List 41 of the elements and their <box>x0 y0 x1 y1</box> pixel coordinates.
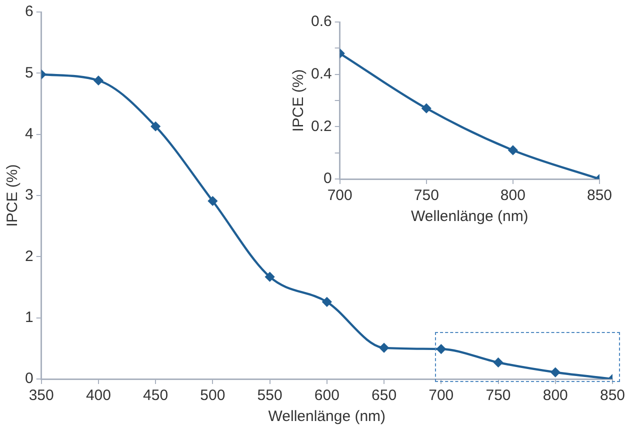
point <box>508 146 518 155</box>
y-tick-label: 0 <box>324 170 332 188</box>
y-tick-label: 2 <box>25 248 34 265</box>
point <box>265 272 274 282</box>
x-tick-label: 500 <box>200 387 226 404</box>
x-tick-label: 750 <box>414 187 439 204</box>
y-axis-title: IPCE (%) <box>290 69 308 132</box>
point <box>550 368 560 377</box>
y-axis-title: IPCE (%) <box>4 164 22 227</box>
y-tick-label: 0.4 <box>310 65 332 82</box>
x-tick-label: 800 <box>542 387 568 404</box>
y-tick-label: 0.6 <box>310 13 332 30</box>
point <box>422 104 431 113</box>
x-axis-title: Wellenlänge (nm) <box>268 408 386 426</box>
x-tick-label: 450 <box>143 387 168 404</box>
point <box>322 297 332 307</box>
point <box>150 122 160 131</box>
x-tick-label: 800 <box>500 187 526 204</box>
y-tick-label: 0 <box>25 370 34 388</box>
y-tick-label: 3 <box>25 186 34 204</box>
x-tick-label: 700 <box>428 387 454 404</box>
x-tick-label: 700 <box>327 187 352 204</box>
y-tick-label: 6 <box>25 3 34 20</box>
x-tick-label: 850 <box>600 387 625 404</box>
x-tick-label: 750 <box>486 387 511 404</box>
point <box>94 76 104 86</box>
x-tick-label: 850 <box>586 187 612 204</box>
point <box>208 196 218 206</box>
x-axis-title: Wellenlänge (nm) <box>411 208 528 226</box>
y-tick-label: 0.2 <box>310 118 332 135</box>
x-tick-label: 650 <box>372 387 397 404</box>
y-tick-label: 4 <box>25 125 34 142</box>
x-tick-label: 600 <box>314 387 340 404</box>
y-tick-label: 1 <box>25 308 34 326</box>
point <box>436 344 446 354</box>
x-tick-label: 400 <box>86 387 111 404</box>
point <box>379 343 389 352</box>
x-tick-label: 550 <box>257 387 282 404</box>
point <box>494 358 503 368</box>
x-tick-label: 350 <box>28 387 54 404</box>
y-tick-label: 5 <box>25 64 34 82</box>
